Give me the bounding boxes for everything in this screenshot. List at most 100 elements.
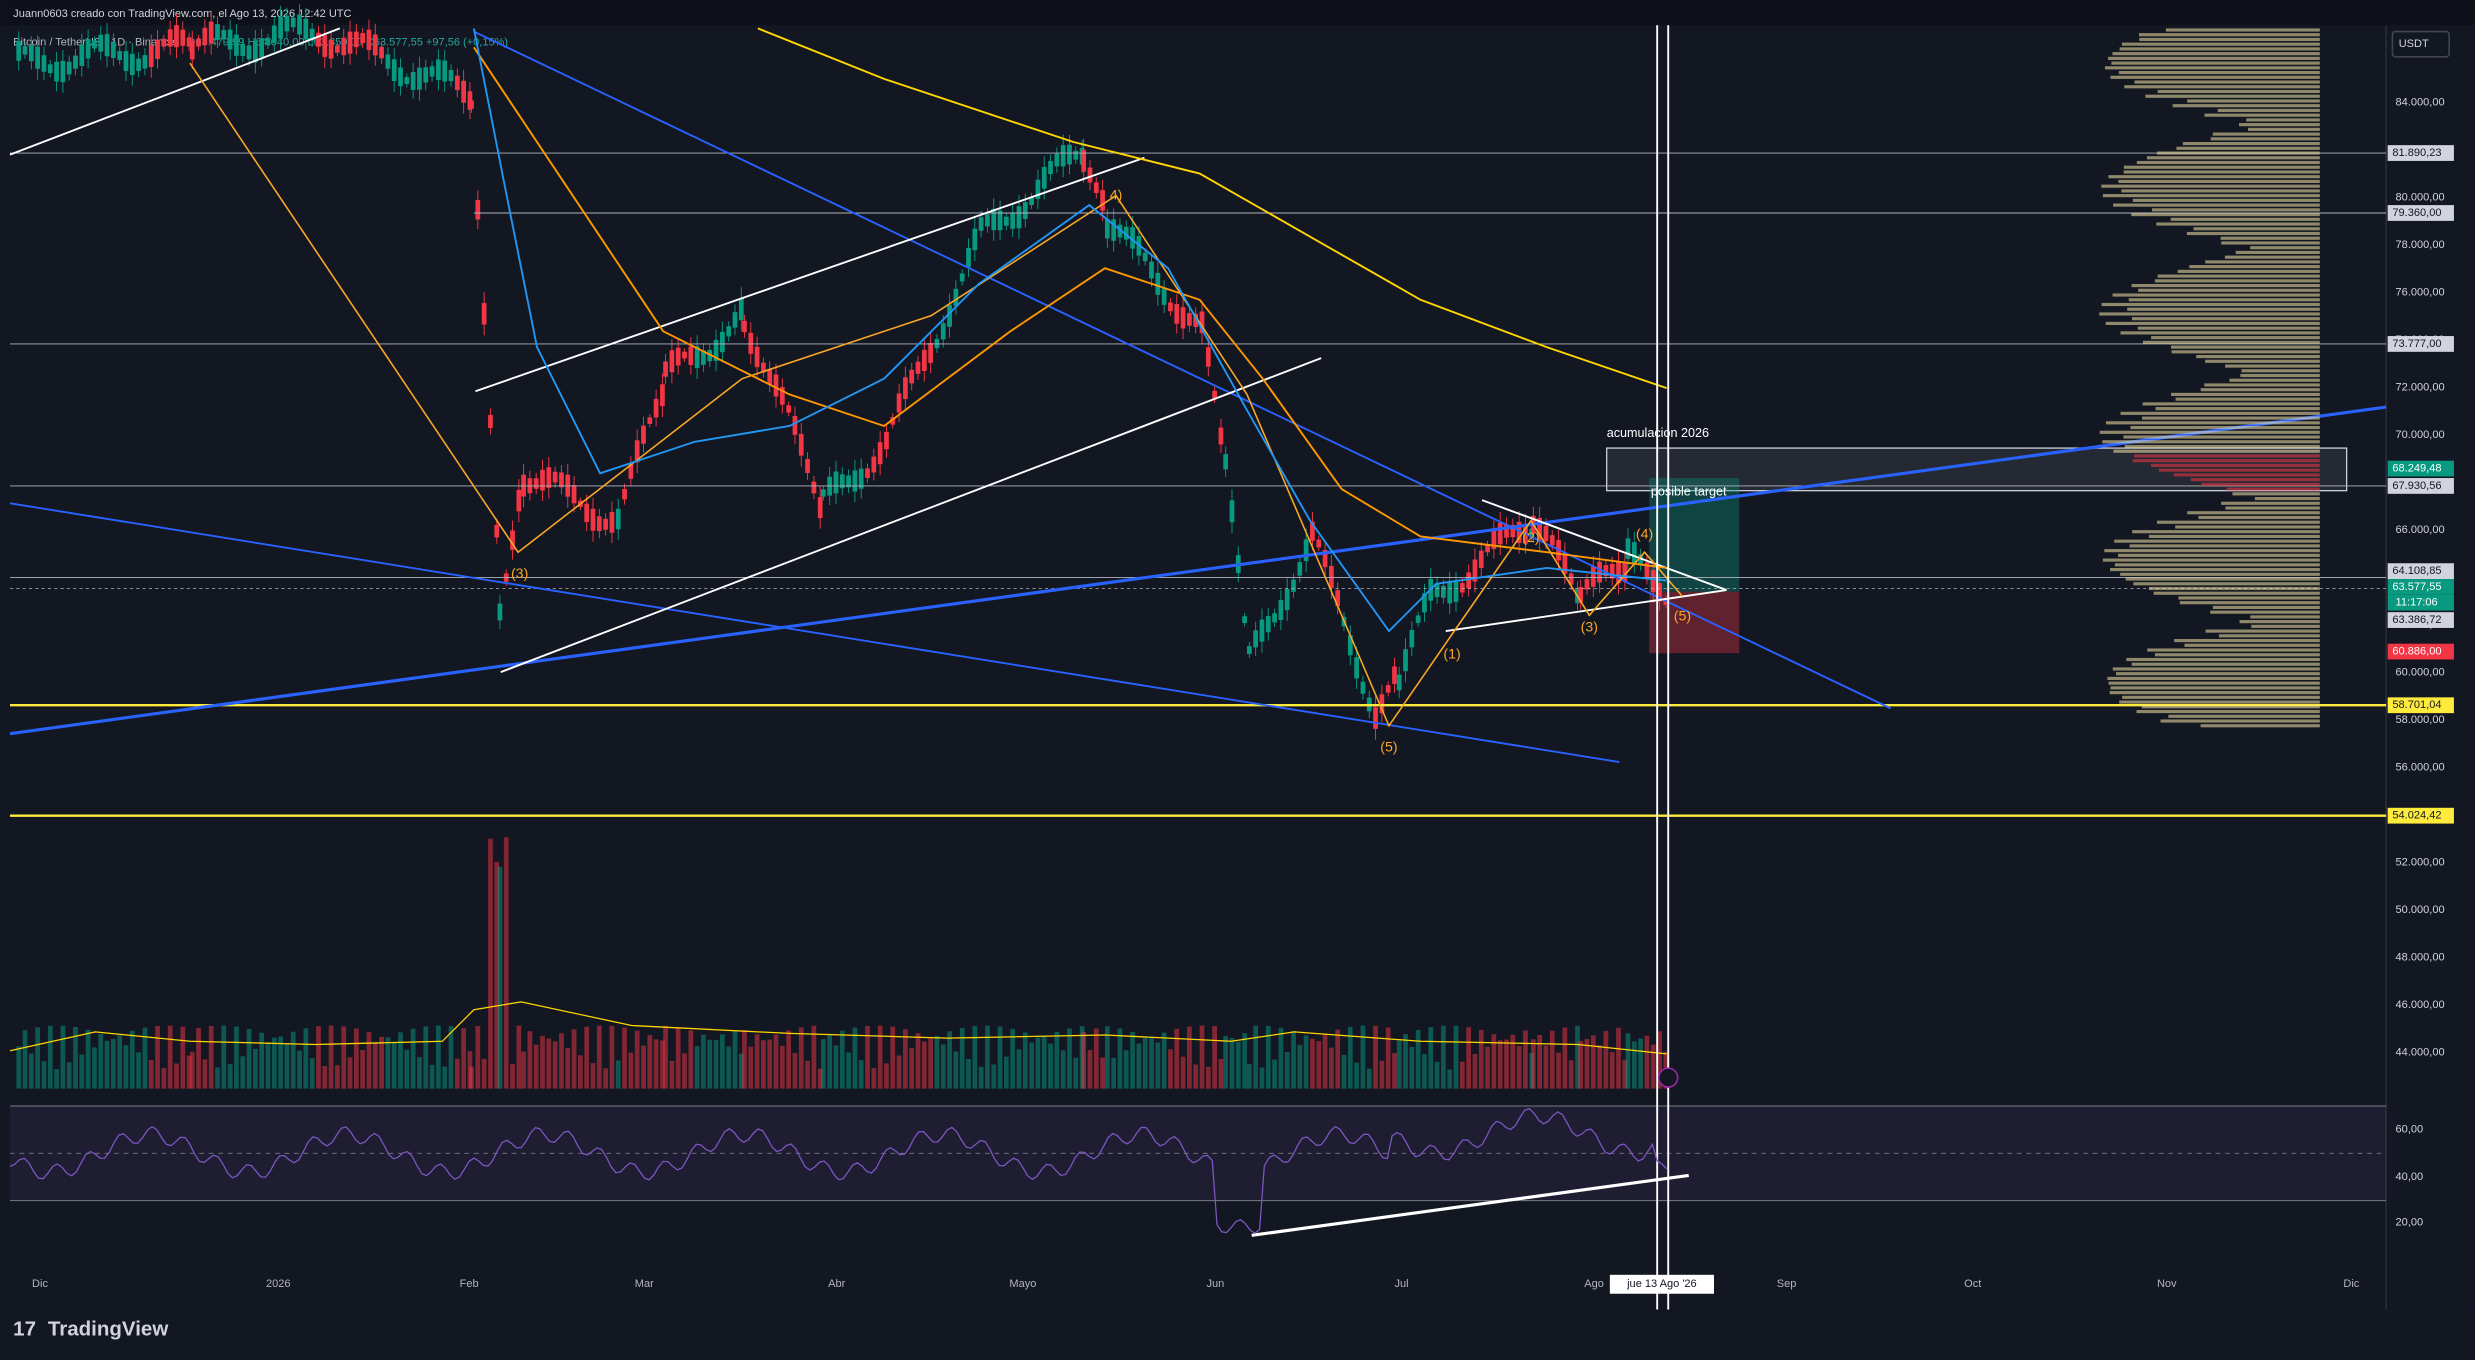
- candle: [1510, 524, 1516, 538]
- volume-bar: [972, 1026, 978, 1089]
- candle: [98, 34, 104, 52]
- volume-bar: [921, 1041, 927, 1089]
- candle: [871, 456, 877, 473]
- candle: [1242, 616, 1247, 624]
- volume-bar: [947, 1031, 952, 1089]
- candle: [1385, 685, 1391, 693]
- candle: [41, 55, 47, 72]
- currency-box[interactable]: [2391, 30, 2450, 58]
- volume-bar: [940, 1044, 946, 1089]
- volume-profile: [2115, 672, 2320, 676]
- volume-profile: [2123, 435, 2320, 439]
- volume-bar: [1373, 1025, 1378, 1089]
- candle: [773, 374, 779, 397]
- volume-profile: [2151, 336, 2320, 340]
- candle: [997, 210, 1003, 231]
- volume-bar: [1246, 1063, 1252, 1089]
- volume-profile: [2102, 558, 2320, 562]
- candle: [1497, 522, 1503, 545]
- volume-profile: [2142, 340, 2320, 344]
- volume-profile: [2110, 686, 2320, 690]
- candle: [174, 25, 179, 48]
- ma-200: [757, 27, 1667, 390]
- volume-bar: [628, 1052, 634, 1089]
- candle: [1622, 563, 1628, 582]
- volume-bar: [208, 1025, 214, 1089]
- volume-profile: [2240, 373, 2320, 378]
- alert-icon[interactable]: [1657, 1067, 1679, 1088]
- candle: [1392, 666, 1397, 684]
- time-tick: Ago: [1584, 1278, 1604, 1290]
- volume-profile: [2119, 700, 2320, 704]
- candle: [379, 46, 384, 59]
- volume-profile: [2132, 198, 2320, 202]
- triangle-line: [1481, 499, 1727, 591]
- volume-profile: [2154, 279, 2320, 283]
- volume-profile: [2104, 66, 2320, 70]
- volume-bar: [669, 1060, 675, 1089]
- volume-bar: [559, 1033, 564, 1089]
- candle: [1168, 302, 1173, 312]
- candle: [1373, 707, 1378, 729]
- volume-profile: [2187, 99, 2320, 103]
- candle: [461, 80, 466, 103]
- volume-bar: [1054, 1031, 1060, 1089]
- candle: [701, 350, 706, 365]
- volume-profile: [2105, 421, 2320, 425]
- volume-profile: [2120, 572, 2320, 576]
- candle: [540, 469, 545, 491]
- candle: [1396, 674, 1402, 691]
- volume-bar: [79, 1054, 85, 1089]
- candle: [972, 228, 978, 251]
- candle: [35, 46, 41, 69]
- candle: [1010, 212, 1016, 229]
- candle: [669, 350, 675, 373]
- footer-icon: 17: [13, 1317, 36, 1340]
- volume-bar: [1016, 1049, 1022, 1089]
- candle: [246, 45, 252, 60]
- candle: [1609, 563, 1615, 579]
- candle: [372, 34, 378, 56]
- volume-profile: [2131, 662, 2320, 666]
- volume-bar: [271, 1037, 277, 1089]
- candle: [1253, 630, 1259, 648]
- volume-profile: [2118, 179, 2320, 184]
- volume-bar: [1584, 1038, 1590, 1089]
- volume-bar: [1048, 1043, 1053, 1089]
- candle: [596, 516, 602, 532]
- volume-profile: [2189, 265, 2320, 269]
- volume-bar: [1235, 1041, 1241, 1089]
- volume-profile: [2239, 123, 2320, 127]
- volume-profile: [2119, 47, 2320, 51]
- volume-bar: [469, 1066, 474, 1089]
- candle: [688, 346, 694, 366]
- candle: [1616, 561, 1621, 584]
- volume-bar: [779, 1045, 785, 1089]
- volume-bar: [85, 1029, 91, 1089]
- volume-bar: [839, 1030, 845, 1089]
- candle: [417, 67, 422, 90]
- candle: [202, 27, 208, 46]
- candle: [779, 387, 785, 405]
- level-badge: [2387, 205, 2454, 221]
- volume-profile: [2157, 274, 2320, 278]
- candle: [494, 524, 500, 538]
- level-label: 54.024,42: [2392, 810, 2441, 822]
- volume-bar: [682, 1053, 687, 1089]
- volume-profile: [2205, 260, 2320, 264]
- volume-bar: [565, 1048, 571, 1089]
- volume-bar: [1403, 1034, 1408, 1089]
- candle: [1310, 521, 1315, 541]
- volume-bar: [148, 1059, 154, 1089]
- candle: [1123, 226, 1129, 240]
- volume-profile: [2224, 255, 2320, 259]
- candle: [1568, 573, 1574, 585]
- volume-profile: [2175, 525, 2320, 529]
- volume-bar: [767, 1039, 773, 1089]
- candle: [1485, 544, 1490, 553]
- volume-bar: [1130, 1031, 1135, 1089]
- volume-bar: [494, 861, 500, 1089]
- volume-profile: [2136, 709, 2320, 714]
- candle: [423, 67, 429, 83]
- candle: [278, 16, 283, 39]
